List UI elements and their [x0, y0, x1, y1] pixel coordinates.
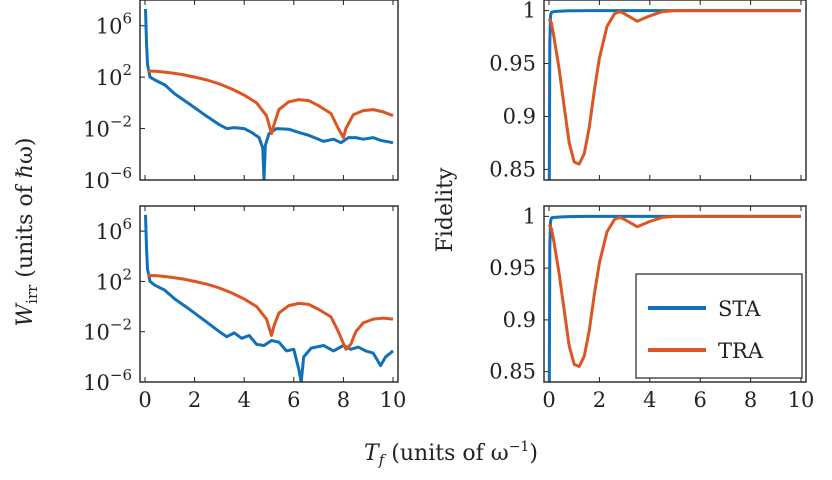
series-line-sta	[144, 214, 394, 382]
y-tick-label: 10−2	[83, 113, 132, 142]
y-tick-label: 10−6	[83, 366, 132, 395]
panel-top-left: 106 102 10−2 10−6	[83, 0, 399, 193]
y-tick-label: 10−2	[83, 316, 132, 345]
x-tick-label: 6	[287, 388, 300, 412]
y-tick-label: 102	[96, 61, 132, 90]
panel-top-right: 1 0.95 0.9 0.85	[489, 0, 807, 181]
y-axis-label-right: Fidelity	[433, 167, 458, 252]
x-tick-label: 4	[238, 388, 251, 412]
panel-bottom-right: 1 0.95 0.9 0.850 2 4 6 8 10	[489, 204, 815, 412]
series-line-sta	[144, 8, 394, 180]
plot-frame	[543, 205, 807, 383]
y-tick-label: 0.95	[489, 256, 536, 280]
y-tick-label: 1	[523, 204, 536, 228]
y-tick-label: 0.85	[489, 157, 536, 181]
x-tick-label: 0	[542, 388, 555, 412]
y-tick-label: 1	[523, 0, 536, 23]
y-tick-label: 10−6	[83, 164, 132, 193]
y-tick-label: 102	[96, 265, 132, 294]
x-tick-label: 2	[593, 388, 606, 412]
series-line-sta	[547, 9, 801, 180]
series-line-tra	[547, 9, 801, 166]
series-line-tra	[147, 69, 394, 140]
y-axis-label-left: Wirr (units of ℏω)	[13, 138, 41, 327]
y-tick-label: 0.95	[489, 52, 536, 76]
legend-label-tra: TRA	[718, 339, 764, 363]
legend-box	[635, 273, 803, 379]
series-line-tra	[547, 214, 801, 368]
x-tick-label: 0	[138, 388, 151, 412]
panel-bottom-left: 106 102 10−2 10−60 2 4 6 8 10	[83, 205, 407, 412]
x-tick-label: 8	[744, 388, 757, 412]
legend: STA TRA	[635, 273, 803, 379]
plot-frame	[543, 0, 807, 181]
y-tick-label: 0.9	[503, 104, 536, 128]
y-tick-label: 0.85	[489, 360, 536, 384]
plot-frame	[139, 205, 399, 383]
x-tick-label: 6	[694, 388, 707, 412]
x-tick-label: 10	[380, 388, 407, 412]
x-tick-label: 8	[337, 388, 350, 412]
x-axis-label: Tf (units of ω−1)	[364, 439, 538, 469]
plot-frame	[139, 0, 399, 181]
y-tick-label: 0.9	[503, 308, 536, 332]
x-tick-label: 4	[643, 388, 656, 412]
y-tick-label: 106	[96, 215, 132, 244]
x-tick-label: 10	[788, 388, 815, 412]
legend-label-sta: STA	[718, 297, 761, 321]
series-line-tra	[147, 273, 394, 351]
y-tick-label: 106	[96, 10, 132, 39]
series-line-sta	[547, 214, 801, 382]
x-tick-label: 2	[188, 388, 201, 412]
